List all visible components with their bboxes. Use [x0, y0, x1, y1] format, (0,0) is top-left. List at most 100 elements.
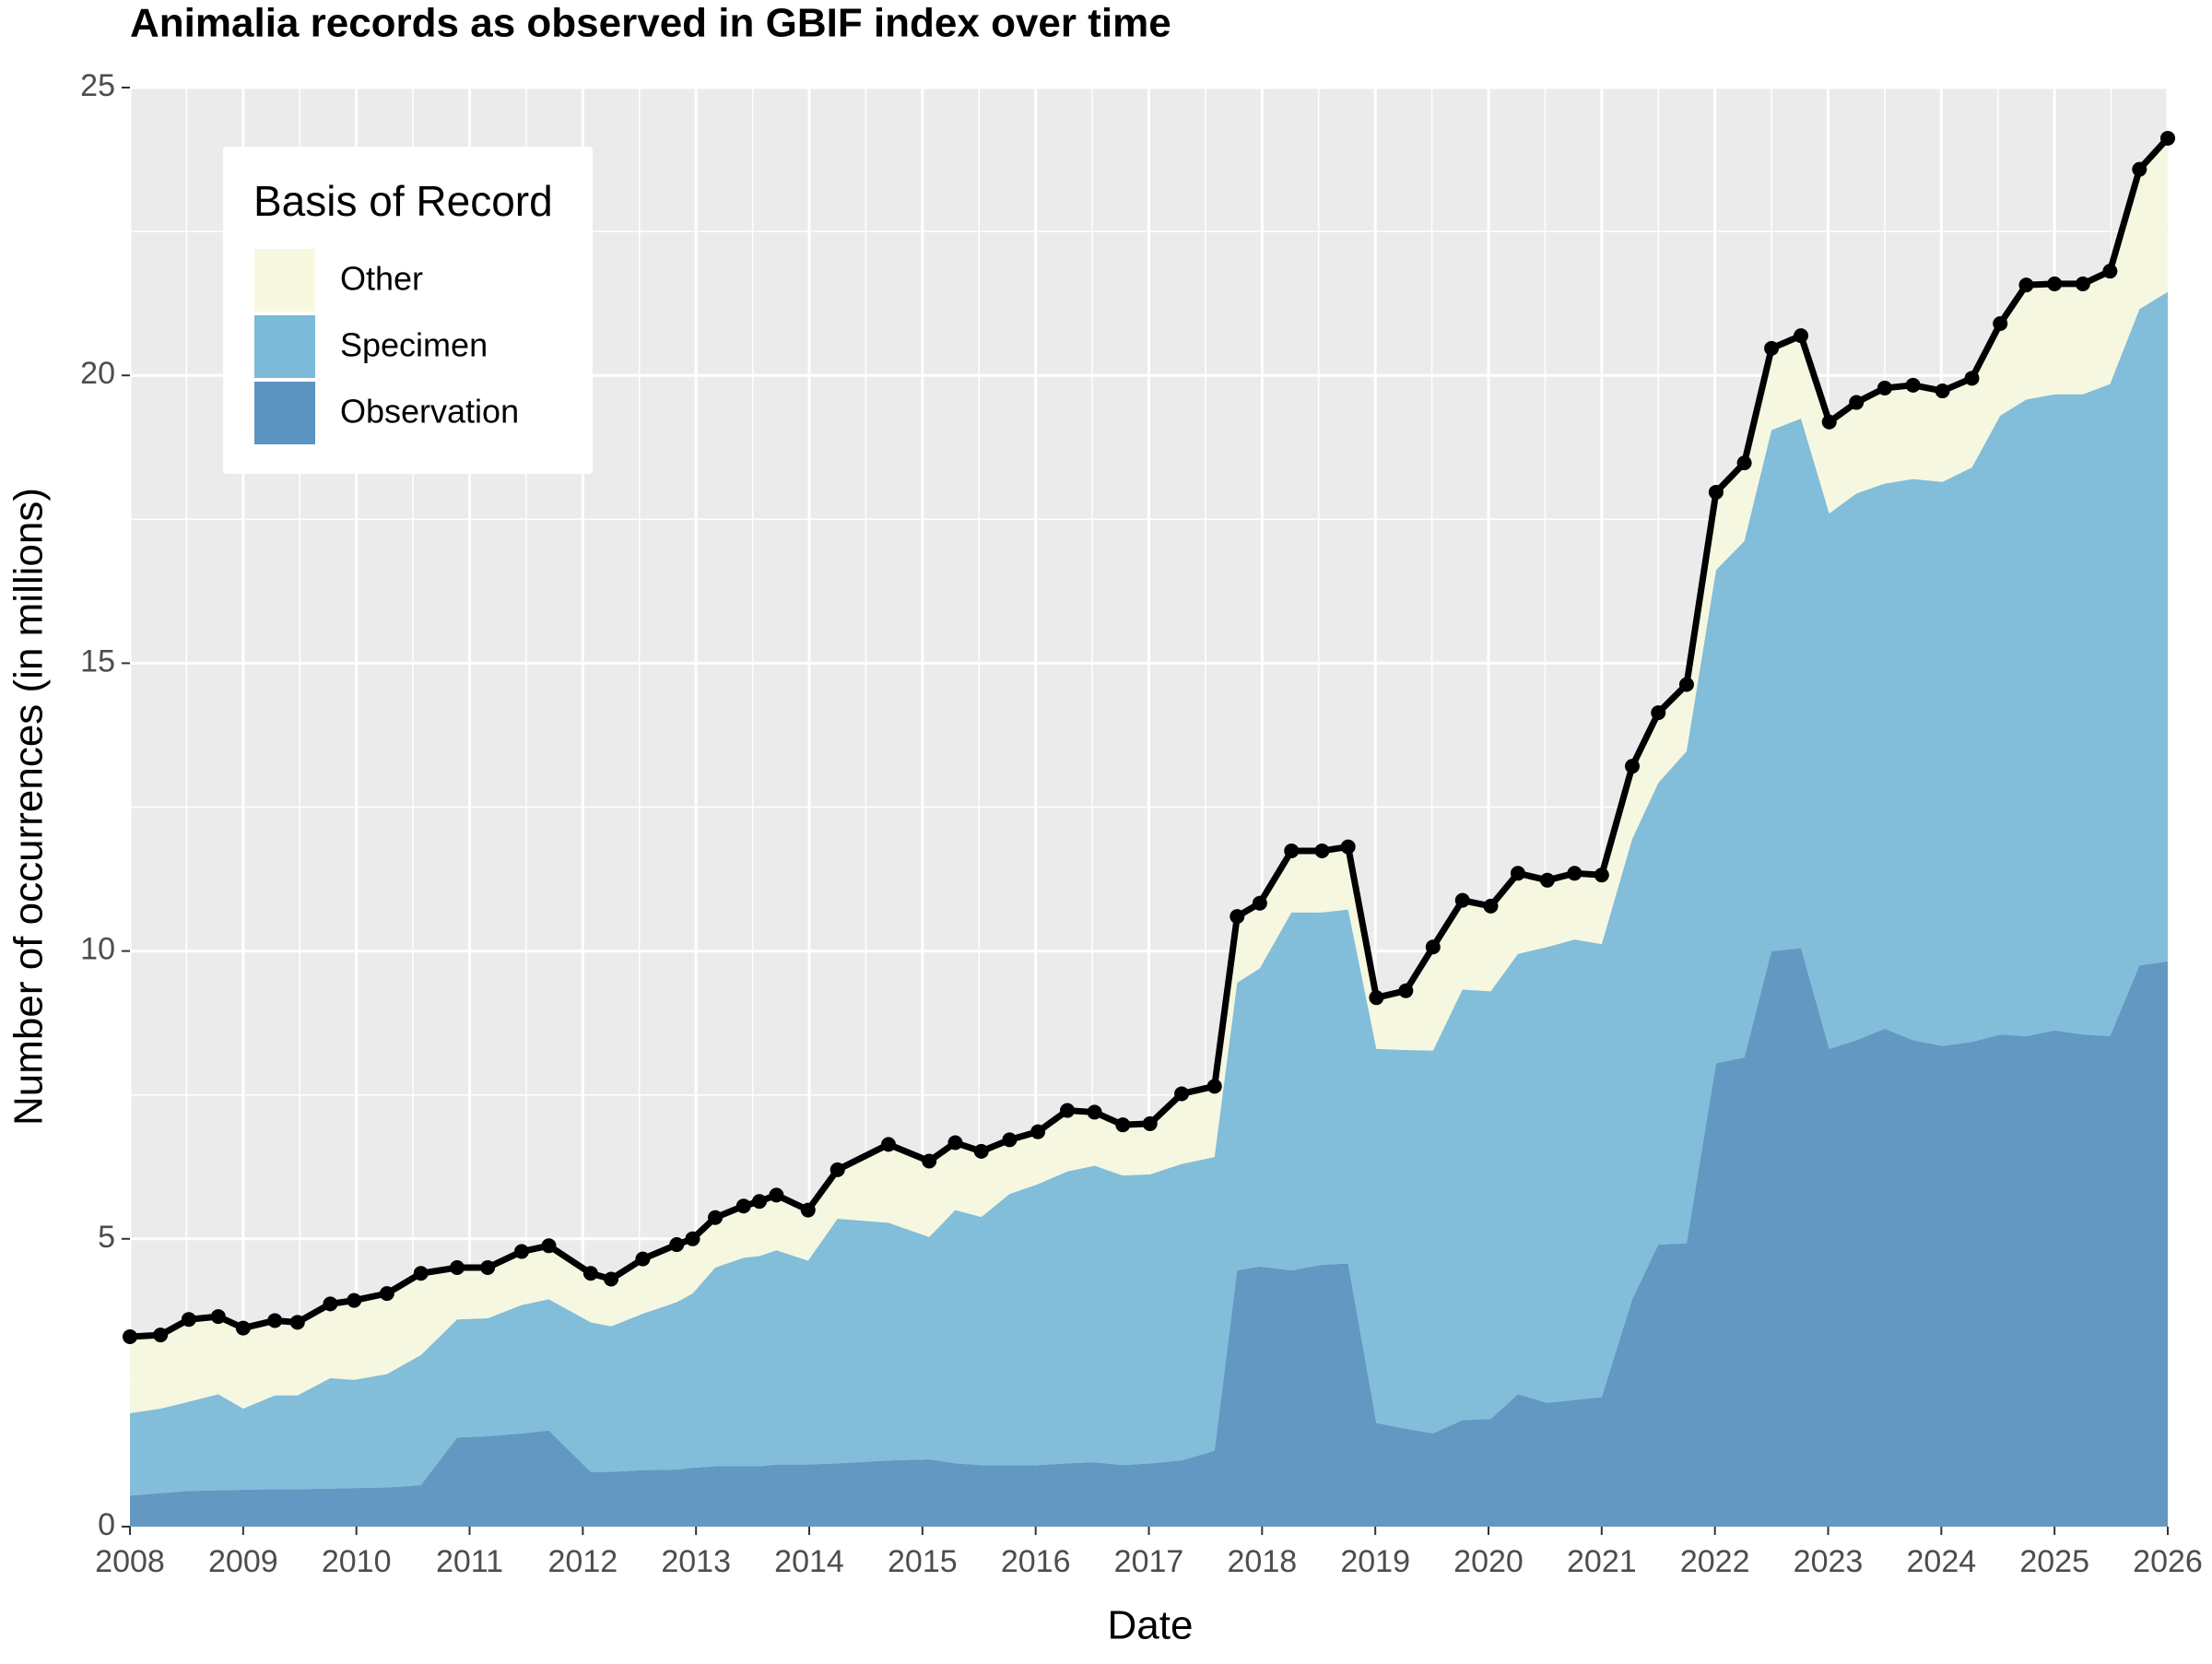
total-point [1002, 1132, 1018, 1148]
x-tick-label: 2021 [1567, 1544, 1637, 1579]
total-point [2047, 276, 2063, 291]
total-point [751, 1194, 767, 1210]
total-point [2018, 277, 2034, 293]
total-point [973, 1143, 989, 1159]
total-point [685, 1231, 700, 1246]
x-tick-label: 2011 [436, 1544, 503, 1579]
legend-key [253, 380, 317, 446]
total-point [769, 1187, 784, 1203]
total-point [480, 1260, 496, 1276]
total-point [413, 1266, 429, 1281]
total-point [153, 1328, 169, 1343]
total-point [1230, 909, 1245, 925]
total-point [1252, 895, 1267, 911]
total-point [1060, 1103, 1076, 1118]
total-point [1483, 898, 1499, 914]
total-point [123, 1328, 137, 1344]
total-point [1510, 866, 1525, 881]
x-tick-label: 2025 [2019, 1544, 2089, 1579]
legend: Basis of Record Other Specimen Observation [223, 147, 593, 474]
x-tick-label: 2010 [322, 1544, 392, 1579]
total-point [1736, 455, 1752, 471]
total-point [2160, 130, 2175, 146]
x-tick-label: 2009 [208, 1544, 278, 1579]
x-tick-label: 2026 [2133, 1544, 2203, 1579]
total-point [1678, 677, 1694, 692]
total-point [922, 1153, 937, 1169]
total-point [1454, 892, 1470, 908]
total-point [1993, 316, 2008, 332]
total-point [1651, 705, 1666, 721]
total-point [1142, 1115, 1158, 1131]
x-tick-label: 2023 [1794, 1544, 1864, 1579]
total-point [1794, 328, 1809, 344]
x-tick-label: 2019 [1340, 1544, 1410, 1579]
legend-title: Basis of Record [253, 177, 553, 225]
total-point [1877, 380, 1892, 395]
x-tick-label: 2013 [661, 1544, 731, 1579]
total-point [514, 1244, 530, 1259]
x-tick-label: 2017 [1114, 1544, 1184, 1579]
total-point [1314, 843, 1330, 858]
total-point [1398, 983, 1414, 998]
total-point [1764, 340, 1780, 356]
total-point [604, 1271, 619, 1287]
total-point [449, 1260, 465, 1276]
area [130, 948, 2168, 1527]
total-point [1284, 843, 1300, 858]
total-point [635, 1251, 651, 1267]
total-point [1340, 839, 1356, 855]
x-tick-label: 2024 [1907, 1544, 1977, 1579]
total-point [1935, 384, 1950, 399]
x-tick-label: 2018 [1228, 1544, 1298, 1579]
total-point [289, 1315, 305, 1330]
chart-title: Animalia records as observed in GBIF ind… [130, 1, 1171, 46]
total-point [1539, 872, 1555, 888]
y-tick-label: 20 [80, 356, 115, 391]
total-point [210, 1309, 226, 1325]
total-point [1624, 759, 1640, 774]
total-point [1849, 395, 1865, 410]
legend-label: Other [340, 260, 423, 298]
y-tick-label: 10 [80, 932, 115, 967]
total-point [181, 1312, 196, 1328]
total-point [1369, 990, 1384, 1006]
x-tick-label: 2014 [774, 1544, 844, 1579]
total-point [2132, 161, 2147, 177]
total-point [1174, 1086, 1190, 1102]
total-point [1821, 414, 1837, 430]
total-point [830, 1162, 845, 1177]
legend-key [253, 313, 317, 380]
total-point [880, 1137, 896, 1152]
total-point [1567, 866, 1583, 881]
area [130, 137, 2168, 1413]
total-point [347, 1292, 362, 1308]
total-point [1964, 371, 1980, 386]
total-point [235, 1320, 251, 1336]
total-point [267, 1313, 283, 1328]
y-axis-title: Number of occurrences (in millions) [6, 488, 52, 1126]
total-point [1030, 1124, 1046, 1139]
y-tick-label: 0 [98, 1507, 115, 1542]
total-point [379, 1286, 394, 1302]
total-point [1115, 1117, 1131, 1133]
total-point [541, 1238, 557, 1254]
x-tick-label: 2012 [548, 1544, 618, 1579]
total-point [708, 1210, 724, 1225]
total-point [1594, 867, 1609, 883]
total-point [2102, 264, 2118, 279]
total-point [582, 1266, 598, 1281]
total-point [2075, 276, 2090, 291]
total-point [947, 1135, 963, 1151]
total-point [669, 1237, 685, 1253]
total-point [323, 1296, 338, 1312]
y-tick-label: 5 [98, 1220, 115, 1255]
x-tick-label: 2015 [888, 1544, 958, 1579]
x-tick-label: 2016 [1001, 1544, 1071, 1579]
total-point [800, 1202, 816, 1218]
y-tick-label: 25 [80, 68, 115, 103]
x-tick-label: 2022 [1680, 1544, 1750, 1579]
x-tick-label: 2020 [1453, 1544, 1524, 1579]
y-tick-label: 15 [80, 643, 115, 679]
